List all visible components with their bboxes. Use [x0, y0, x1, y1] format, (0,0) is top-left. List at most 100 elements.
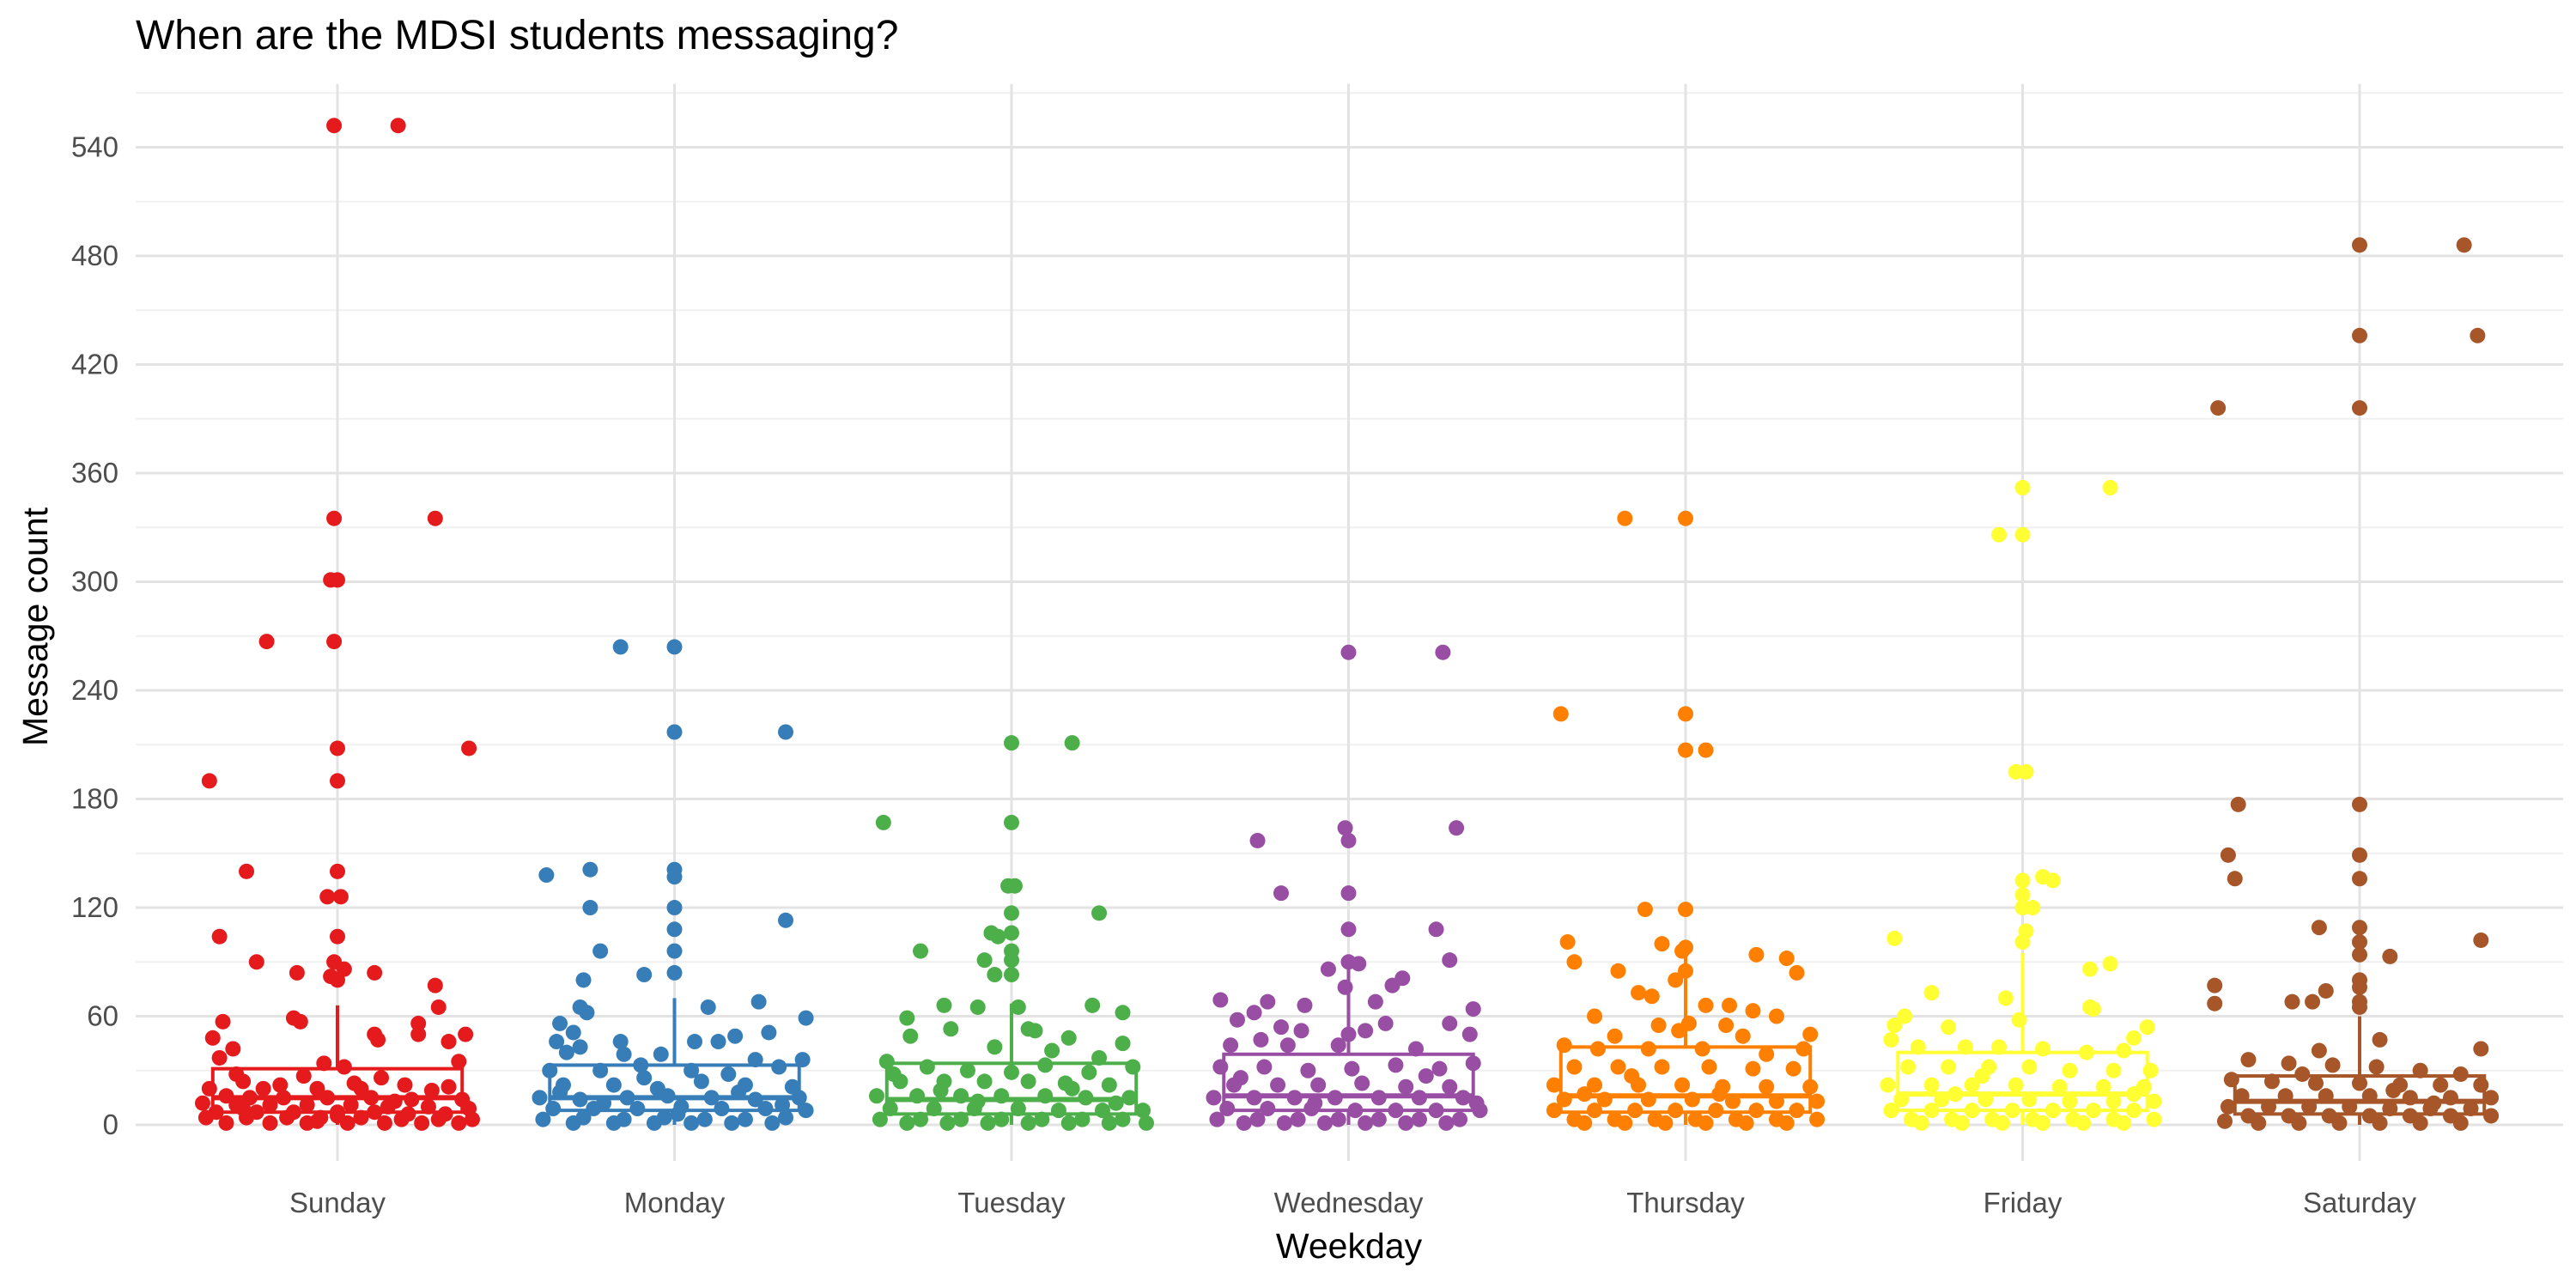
data-point [987, 967, 1003, 983]
data-point [1010, 1101, 1026, 1117]
data-point [2412, 1062, 2428, 1078]
data-point [1934, 1091, 1950, 1108]
data-point [2352, 979, 2367, 995]
data-point [309, 1113, 325, 1129]
points-layer [195, 118, 2500, 1131]
data-point [1883, 1103, 1899, 1119]
data-point [2463, 1101, 2479, 1117]
data-point [1694, 1041, 1710, 1057]
data-point [616, 1046, 632, 1062]
data-point [913, 1111, 929, 1127]
data-point [1108, 1095, 1124, 1111]
data-point [757, 1101, 774, 1117]
data-point [959, 1062, 975, 1078]
data-point [2311, 920, 2327, 936]
data-point [1452, 1111, 1468, 1127]
data-point [1121, 1090, 1138, 1106]
data-point [2014, 872, 2031, 889]
data-point [1698, 1115, 1714, 1131]
data-point [1724, 1093, 1741, 1109]
data-point [720, 1066, 737, 1082]
data-point [1468, 1095, 1485, 1111]
data-point [771, 1059, 787, 1075]
data-point [1748, 1103, 1765, 1119]
data-point [943, 1021, 959, 1037]
data-point [2352, 1075, 2367, 1091]
data-point [976, 1073, 993, 1090]
data-point [225, 1041, 241, 1057]
data-point [778, 1109, 794, 1126]
data-point [1115, 1036, 1131, 1052]
data-point [1115, 1005, 1131, 1021]
data-point [1101, 1115, 1117, 1131]
data-point [1768, 1093, 1784, 1109]
data-point [2412, 1115, 2428, 1131]
points-saturday [2207, 237, 2500, 1131]
data-point [2021, 1059, 2038, 1075]
data-point [1290, 1111, 1306, 1127]
data-point [1587, 1077, 1603, 1093]
y-axis-title: Message count [15, 507, 55, 746]
data-point [1260, 1101, 1276, 1117]
data-point [1718, 1018, 1735, 1034]
y-tick-label: 540 [71, 131, 118, 163]
data-point [451, 1054, 467, 1070]
data-point [1947, 1086, 1963, 1103]
data-point [451, 1115, 467, 1131]
data-point [2483, 1108, 2500, 1124]
data-point [319, 1090, 336, 1106]
data-point [1206, 1090, 1222, 1106]
data-point [1893, 1091, 1910, 1108]
data-point [2227, 871, 2243, 887]
data-point [724, 1115, 740, 1131]
data-point [2062, 1093, 2078, 1109]
data-point [1789, 1103, 1805, 1119]
data-point [605, 1115, 622, 1131]
data-point [262, 1115, 278, 1131]
data-point [2372, 1031, 2388, 1048]
data-point [2291, 1115, 2307, 1131]
data-point [2102, 956, 2118, 972]
data-point [1135, 1103, 1151, 1119]
data-point [2085, 1103, 2101, 1119]
data-point [761, 1024, 777, 1041]
data-point [1246, 1005, 1262, 1021]
data-point [2014, 887, 2031, 903]
data-point [1398, 1115, 1414, 1131]
data-point [390, 118, 406, 134]
data-point [1286, 1090, 1303, 1106]
data-point [2004, 1103, 2020, 1119]
data-point [1465, 1055, 1481, 1072]
data-point [309, 1080, 325, 1097]
data-point [1442, 952, 1458, 969]
data-point [1330, 1111, 1346, 1127]
data-point [1964, 1077, 1980, 1093]
data-point [326, 510, 343, 526]
data-point [1671, 1023, 1687, 1039]
data-point [2473, 932, 2489, 948]
data-point [1795, 1041, 1812, 1057]
data-point [592, 1062, 609, 1078]
data-point [2233, 1088, 2250, 1104]
data-point [1802, 1078, 1819, 1095]
data-point [653, 1046, 669, 1062]
data-point [330, 863, 345, 879]
data-point [2352, 237, 2367, 253]
data-point [1358, 1115, 1374, 1131]
x-axis-title: Weekday [1276, 1226, 1423, 1266]
data-point [1340, 1026, 1357, 1042]
data-point [558, 1044, 574, 1060]
data-point [1953, 1115, 1970, 1131]
data-point [2352, 920, 2367, 936]
data-point [2452, 1066, 2469, 1082]
data-point [346, 1075, 362, 1091]
data-point [197, 1109, 214, 1126]
data-point [330, 572, 345, 588]
data-point [1260, 993, 1276, 1010]
data-point [636, 967, 653, 983]
data-point [1668, 1103, 1684, 1119]
data-point [2079, 1044, 2095, 1060]
data-point [2095, 1078, 2111, 1095]
data-point [1991, 526, 2008, 543]
